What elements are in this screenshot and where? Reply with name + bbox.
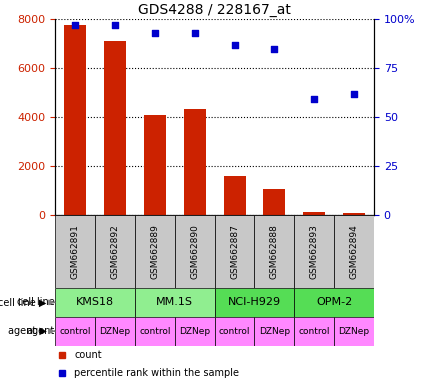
Text: GSM662888: GSM662888	[270, 224, 279, 279]
Bar	[135, 317, 175, 346]
Text: DZNep: DZNep	[99, 327, 130, 336]
Text: count: count	[74, 350, 102, 360]
Bar	[55, 288, 135, 317]
Text: control: control	[298, 327, 330, 336]
Text: agent: agent	[26, 326, 54, 336]
Text: cell line ▶: cell line ▶	[0, 297, 47, 308]
Bar	[343, 213, 365, 215]
Bar	[175, 317, 215, 346]
Bar	[55, 317, 95, 346]
Text: GSM662890: GSM662890	[190, 224, 199, 279]
Point	[351, 91, 357, 97]
Text: control: control	[219, 327, 250, 336]
Text: GSM662889: GSM662889	[150, 224, 159, 279]
Text: OPM-2: OPM-2	[316, 297, 352, 308]
Bar	[255, 215, 294, 288]
Text: GSM662887: GSM662887	[230, 224, 239, 279]
Bar	[144, 115, 166, 215]
Text: control: control	[60, 327, 91, 336]
Bar	[334, 317, 374, 346]
Bar	[303, 212, 325, 215]
Point	[151, 30, 158, 36]
Bar	[294, 288, 374, 317]
Bar	[64, 25, 86, 215]
Text: DZNep: DZNep	[259, 327, 290, 336]
Bar	[215, 215, 255, 288]
Point	[72, 22, 79, 28]
Bar	[55, 215, 95, 288]
Bar	[135, 288, 215, 317]
Title: GDS4288 / 228167_at: GDS4288 / 228167_at	[138, 3, 291, 17]
Bar	[95, 317, 135, 346]
Text: MM.1S: MM.1S	[156, 297, 193, 308]
Point	[271, 46, 278, 52]
Bar	[224, 176, 246, 215]
Bar	[175, 215, 215, 288]
Text: percentile rank within the sample: percentile rank within the sample	[74, 367, 239, 377]
Bar	[334, 215, 374, 288]
Text: DZNep: DZNep	[339, 327, 370, 336]
Text: DZNep: DZNep	[179, 327, 210, 336]
Bar	[294, 317, 334, 346]
Bar	[255, 317, 294, 346]
Point	[311, 96, 317, 103]
Text: NCI-H929: NCI-H929	[228, 297, 281, 308]
Text: cell line: cell line	[17, 297, 54, 308]
Bar	[215, 288, 294, 317]
Bar	[215, 317, 255, 346]
Point	[191, 30, 198, 36]
Point	[112, 22, 119, 28]
Text: agent ▶: agent ▶	[8, 326, 47, 336]
Text: control: control	[139, 327, 170, 336]
Text: GSM662891: GSM662891	[71, 224, 79, 279]
Bar	[184, 109, 206, 215]
Bar	[104, 41, 126, 215]
Text: GSM662893: GSM662893	[310, 224, 319, 279]
Text: KMS18: KMS18	[76, 297, 114, 308]
Point	[231, 41, 238, 48]
Bar	[135, 215, 175, 288]
Bar	[95, 215, 135, 288]
Text: GSM662892: GSM662892	[110, 224, 119, 279]
Bar	[264, 189, 285, 215]
Text: GSM662894: GSM662894	[350, 224, 359, 279]
Bar	[294, 215, 334, 288]
